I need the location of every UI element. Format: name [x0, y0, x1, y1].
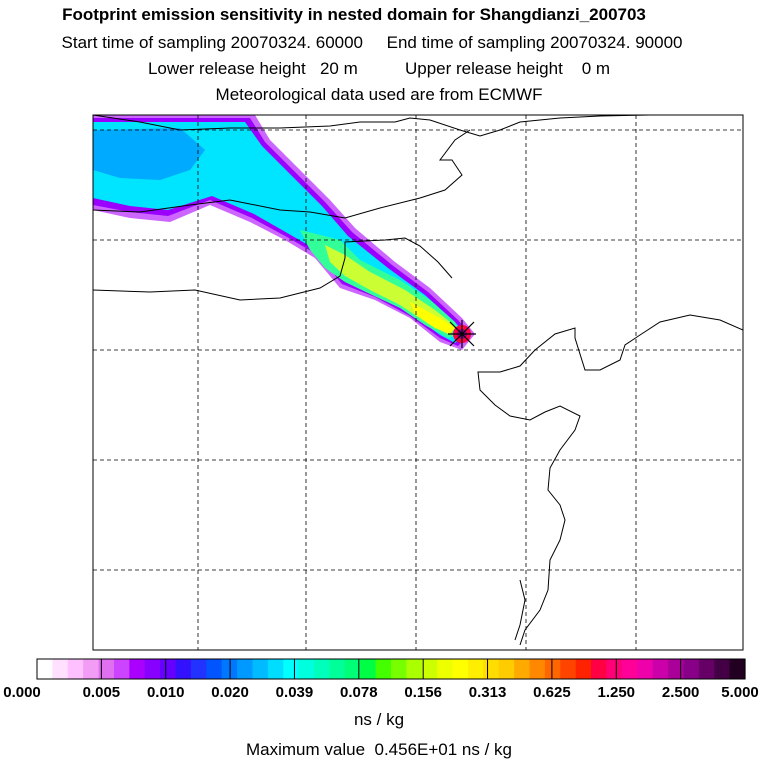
plume-layer: [93, 115, 743, 650]
colorbar-tick-label: 0.078: [340, 684, 378, 701]
colorbar-tick-label: 0.005: [82, 684, 121, 701]
colorbar-swatch: [621, 659, 638, 679]
map-frame: [92, 114, 744, 651]
colorbar-swatch: [175, 659, 192, 679]
colorbar-swatch: [483, 659, 500, 679]
coastline-north: [93, 115, 651, 137]
colorbar-swatch: [206, 659, 223, 679]
colorbar-swatch: [113, 659, 130, 679]
colorbar-swatch: [498, 659, 515, 679]
colorbar-swatch: [283, 659, 300, 679]
colorbar-unit: ns / kg: [353, 710, 405, 729]
colorbar-swatch: [329, 659, 346, 679]
colorbar-swatch: [67, 659, 84, 679]
release-heights: Lower release height 20 m Upper release …: [0, 59, 763, 79]
colorbar-swatch: [406, 659, 423, 679]
colorbar-swatch: [144, 659, 161, 679]
colorbar: [36, 658, 746, 680]
colorbar-tick-label: 5.000: [721, 684, 759, 701]
colorbar-swatch: [698, 659, 715, 679]
lower-value: 20 m: [319, 59, 358, 78]
colorbar-swatch: [668, 659, 685, 679]
colorbar-swatch: [421, 659, 438, 679]
max-label: Maximum value: [245, 740, 366, 759]
colorbar-swatch: [160, 659, 177, 679]
colorbar-tick-label: 0.156: [404, 684, 442, 701]
colorbar-swatch: [437, 659, 454, 679]
colorbar-swatch: [52, 659, 69, 679]
colorbar-swatch: [652, 659, 669, 679]
colorbar-swatch: [375, 659, 392, 679]
colorbar-tick-label: 1.250: [597, 684, 636, 701]
colorbar-swatch: [190, 659, 207, 679]
coastline-south: [93, 237, 453, 301]
colorbar-swatch: [514, 659, 531, 679]
colorbar-swatch: [237, 659, 254, 679]
max-value-line: Maximum value 0.456E+01 ns / kg: [0, 740, 763, 760]
plume-yellow: [410, 302, 455, 334]
colorbar-swatch: [714, 659, 731, 679]
colorbar-swatch: [98, 659, 115, 679]
colorbar-swatch: [129, 659, 146, 679]
colorbar-swatch: [591, 659, 608, 679]
colorbar-swatch: [267, 659, 284, 679]
upper-label: Upper release height: [404, 59, 563, 78]
colorbar-swatch: [452, 659, 469, 679]
colorbar-frame: [36, 658, 746, 680]
coastline-east: [477, 314, 743, 646]
coastline-mid: [93, 129, 471, 219]
colorbar-swatch: [637, 659, 654, 679]
colorbar-tick-label: 0.000: [3, 684, 41, 701]
start-label: Start time of sampling: [61, 33, 226, 52]
colorbar-tick-label: 0.020: [211, 684, 249, 701]
colorbar-swatch: [606, 659, 623, 679]
colorbar-tick-label: 2.500: [661, 684, 700, 701]
coastline-island: [514, 579, 526, 641]
colorbar-tick-label: 0.313: [468, 684, 507, 701]
end-value: 20070324. 90000: [550, 33, 683, 52]
colorbar-swatch: [575, 659, 592, 679]
end-label: End time of sampling: [386, 33, 546, 52]
colorbar-swatch: [37, 659, 53, 679]
sampling-times: Start time of sampling 20070324. 60000 E…: [0, 33, 756, 53]
colorbar-swatch: [467, 659, 484, 679]
colorbar-swatch: [314, 659, 331, 679]
colorbar-tick-label: 0.625: [533, 684, 571, 701]
colorbar-swatch: [391, 659, 407, 679]
lower-label: Lower release height: [147, 59, 306, 78]
star-marker: [448, 320, 476, 348]
map-title: Footprint emission sensitivity in nested…: [62, 5, 646, 24]
upper-value: 0 m: [581, 59, 611, 78]
colorbar-swatch: [360, 659, 377, 679]
colorbar-tick-label: 0.039: [275, 684, 314, 701]
colorbar-swatch: [252, 659, 269, 679]
plume-blue-core: [93, 128, 205, 180]
met-data-line: Meteorological data used are from ECMWF: [215, 85, 543, 104]
colorbar-swatch: [560, 659, 577, 679]
colorbar-swatch: [83, 659, 100, 679]
colorbar-swatch: [529, 659, 546, 679]
colorbar-swatch: [344, 659, 361, 679]
colorbar-swatch: [729, 659, 746, 679]
grid-lines: [93, 115, 743, 650]
colorbar-swatch: [298, 659, 315, 679]
colorbar-swatch: [544, 659, 561, 679]
colorbar-swatch: [683, 659, 700, 679]
start-value: 20070324. 60000: [230, 33, 364, 52]
max-value: 0.456E+01 ns / kg: [374, 740, 513, 759]
colorbar-tick-label: 0.010: [146, 684, 185, 701]
